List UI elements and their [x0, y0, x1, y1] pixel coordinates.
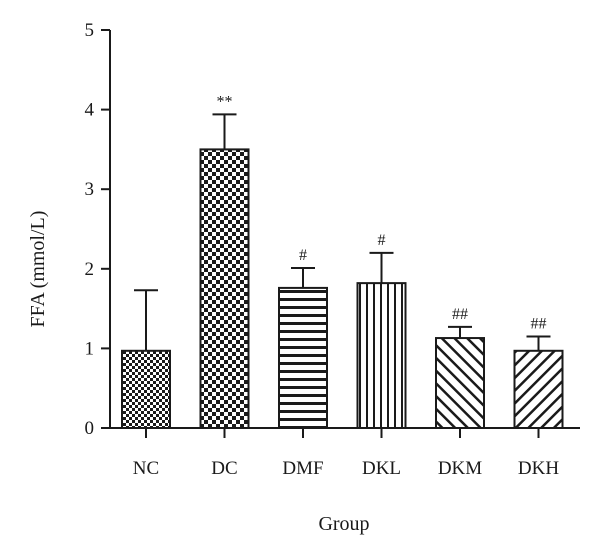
- bar-dmf: [278, 286, 328, 429]
- bar-dc: [199, 148, 250, 429]
- x-axis-title: Group: [318, 513, 369, 535]
- significance-annotations: **######: [217, 93, 547, 332]
- x-tick-label: DKH: [518, 458, 559, 479]
- y-tick-label: 5: [85, 20, 95, 41]
- x-tick-label: DKL: [362, 458, 401, 479]
- x-tick-label: NC: [133, 458, 159, 479]
- significance-label-dc: **: [217, 93, 233, 110]
- bar-nc: [121, 349, 171, 429]
- bar-series: [121, 148, 564, 429]
- significance-label-dkl: #: [378, 232, 386, 249]
- y-tick-label: 0: [85, 418, 95, 439]
- error-bar-series: [134, 113, 551, 351]
- x-tick-label: DKM: [438, 458, 482, 479]
- bar-dkm: [435, 337, 485, 429]
- bar-dkh: [513, 349, 564, 429]
- x-tick-label: DMF: [282, 458, 323, 479]
- y-tick-label: 3: [85, 179, 95, 200]
- y-tick-label: 2: [85, 259, 95, 280]
- y-axis: 0 1 2 3 4 5: [85, 20, 111, 439]
- bar-dkl: [356, 282, 407, 429]
- x-axis: NC DC DMF DKL DKM DKH: [109, 427, 580, 479]
- significance-label-dkm: ##: [452, 306, 468, 323]
- significance-label-dmf: #: [299, 247, 307, 264]
- y-axis-title: FFA (mmol/L): [27, 211, 49, 328]
- y-tick-label: 1: [85, 338, 95, 359]
- x-tick-label: DC: [211, 458, 237, 479]
- y-tick-label: 4: [85, 100, 95, 121]
- significance-label-dkh: ##: [531, 315, 547, 332]
